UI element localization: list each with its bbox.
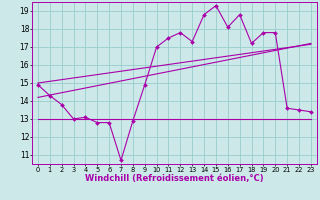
- X-axis label: Windchill (Refroidissement éolien,°C): Windchill (Refroidissement éolien,°C): [85, 174, 264, 183]
